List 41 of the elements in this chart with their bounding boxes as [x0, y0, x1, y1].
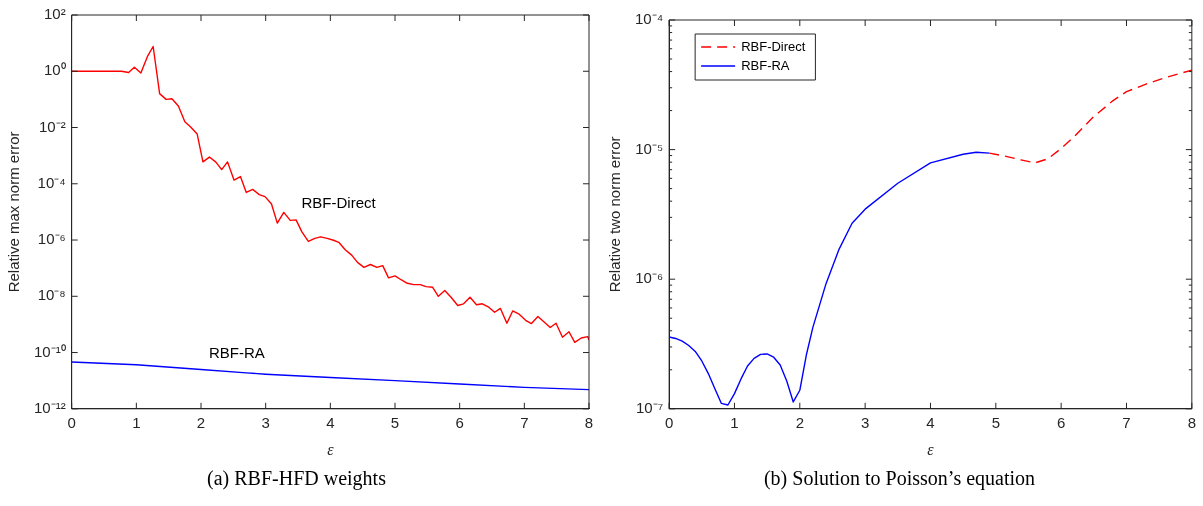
x-tick-label: 8	[584, 413, 594, 431]
x-tick-label: 1	[132, 413, 141, 431]
y-tick-label: 10⁰	[43, 61, 66, 79]
x-tick-label: 2	[795, 413, 804, 431]
x-tick-label: 2	[196, 413, 206, 431]
x-tick-label: 0	[664, 413, 674, 431]
x-tick-label: 1	[730, 413, 739, 431]
y-tick-label: 10²	[43, 5, 66, 23]
y-tick-label: 10⁻¹²	[33, 398, 66, 416]
y-tick-label: 10⁻⁶	[37, 230, 66, 248]
x-axis-title: ε	[327, 440, 335, 458]
x-tick-label: 7	[520, 413, 529, 431]
y-tick-label: 10⁻⁶	[635, 269, 664, 287]
y-tick-label: 10⁻⁷	[636, 398, 664, 416]
y-tick-label: 10⁻²	[38, 117, 66, 135]
text: (a) RBF-HFD weights	[207, 467, 387, 491]
y-tick-label: 10⁻¹⁰	[33, 342, 66, 360]
y-axis-title: Relative two norm error	[606, 136, 624, 293]
y-tick-label: 10⁻⁸	[37, 286, 66, 304]
x-tick-label: 3	[261, 413, 270, 431]
legend-label: RBF-Direct	[741, 38, 806, 54]
y-axis-title: Relative max norm error	[5, 131, 23, 293]
x-tick-label: 6	[1056, 413, 1066, 431]
series-label: RBF-Direct	[301, 194, 377, 212]
y-tick-label: 10⁻⁴	[634, 10, 664, 28]
x-tick-label: 4	[326, 413, 335, 431]
y-tick-label: 10⁻⁴	[37, 173, 66, 191]
x-tick-label: 6	[455, 413, 464, 431]
legend-label: RBF-RA	[741, 57, 790, 73]
x-tick-label: 8	[1187, 413, 1196, 431]
text: (b) Solution to Poisson’s equation	[763, 467, 1036, 491]
x-tick-label: 7	[1122, 413, 1131, 431]
series-label: RBF-RA	[209, 343, 265, 361]
x-axis-title: ε	[927, 440, 935, 458]
x-tick-label: 5	[390, 413, 400, 431]
line-series	[988, 69, 1192, 164]
x-tick-label: 3	[860, 413, 870, 431]
x-tick-label: 0	[67, 413, 76, 431]
x-tick-label: 5	[991, 413, 1000, 431]
y-tick-label: 10⁻⁵	[635, 139, 664, 157]
x-tick-label: 4	[926, 413, 935, 431]
